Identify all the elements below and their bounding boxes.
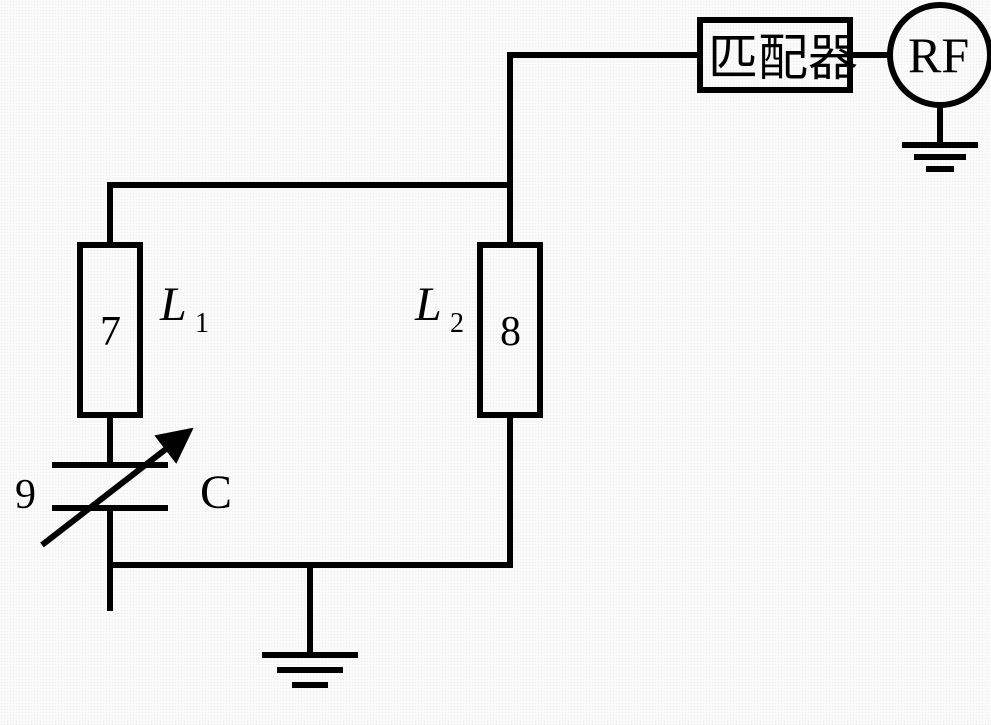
scan-texture [0, 0, 991, 725]
L1-number: 7 [100, 309, 121, 355]
cap-label: C [200, 466, 232, 519]
matcher-label: 匹配器 [708, 30, 858, 86]
L1-subscript: 1 [195, 308, 209, 339]
L1-label: L [159, 278, 187, 331]
rf-label: RF [908, 27, 969, 83]
L2-label: L [414, 278, 442, 331]
L2-subscript: 2 [450, 308, 464, 339]
cap-number: 9 [15, 472, 36, 518]
L2-number: 8 [500, 309, 521, 355]
